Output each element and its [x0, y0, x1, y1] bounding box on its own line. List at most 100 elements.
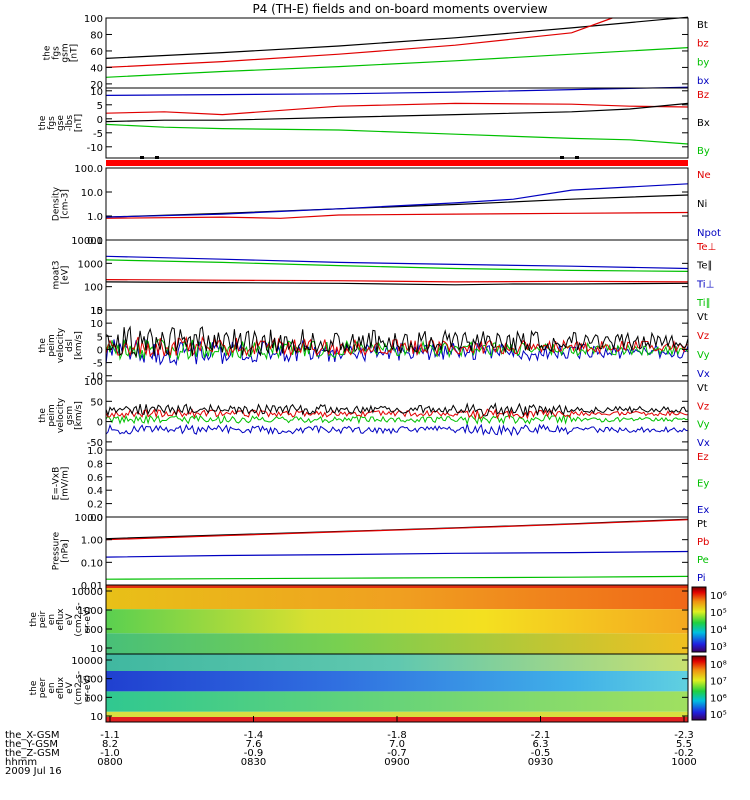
- y-axis-label-p2: the fgs gse -lbs [nT]: [38, 114, 84, 132]
- svg-text:[nT]: [nT]: [70, 44, 80, 62]
- x-tick-label: 0830: [241, 757, 266, 768]
- svg-text:eV: eV: [65, 613, 75, 626]
- y-axis-label-p9: the peir en eflux eV (cm2-s-sr-eV): [29, 602, 93, 636]
- legend-entry: Ex: [697, 505, 709, 516]
- series-Bx: [105, 102, 689, 123]
- y-axis-label-p4: moat3 [eV]: [52, 260, 71, 289]
- colorbar-label: 10³: [710, 642, 727, 653]
- legend-entry: Ti∥: [696, 298, 711, 309]
- spectrogram-p9: [106, 585, 688, 654]
- legend-entry: Ti⊥: [696, 279, 714, 290]
- svg-text:-lbs: -lbs: [65, 115, 75, 131]
- svg-text:Pressure: Pressure: [52, 531, 62, 570]
- trace-Vy: [106, 339, 688, 361]
- svg-text:[km/s]: [km/s]: [74, 401, 84, 430]
- y-tick-label: 10.0: [81, 188, 103, 199]
- panel-frame: [105, 516, 689, 586]
- panel-p8: 10.00 1.00 0.10 0.01 Pressure [nPa] Pt Pb Pe Pi: [52, 513, 710, 592]
- y-tick-label: 0.0: [87, 513, 103, 524]
- x-axis-row-label: 2009 Jul 16: [5, 766, 62, 777]
- legend-entry: Vz: [697, 401, 709, 412]
- y-tick-label: 0.6: [87, 473, 103, 484]
- legend-entry: Te∥: [696, 261, 713, 272]
- legend-p5: Vt Vz Vy Vx: [697, 312, 710, 380]
- series-Te⊥: [105, 279, 689, 283]
- y-axis-label-p1: the fgs gsm [nT]: [43, 43, 80, 62]
- svg-text:the: the: [29, 612, 39, 627]
- svg-text:[km/s]: [km/s]: [74, 331, 84, 360]
- legend-entry: Ne: [697, 170, 711, 181]
- colorbar-p9: 10⁶ 10⁵ 10⁴ 10³: [691, 586, 727, 653]
- legend-entry: bz: [697, 39, 709, 50]
- x-axis-row-label: the_Z-GSM: [5, 748, 60, 759]
- svg-text:en: en: [47, 682, 57, 693]
- panel-frame: [105, 87, 689, 159]
- y-tick-label: 0: [97, 115, 103, 126]
- y-tick-label: -50: [87, 438, 103, 449]
- legend-entry: Te⊥: [696, 242, 716, 253]
- y-tick-label: 10: [90, 87, 103, 98]
- x-tick-label: -1.1: [100, 730, 120, 741]
- status-mark: [155, 156, 159, 159]
- svg-text:dsl: dsl: [65, 339, 75, 352]
- svg-text:the: the: [38, 115, 48, 130]
- y-tick-label: 100: [84, 693, 103, 704]
- legend-entry: By: [697, 146, 710, 157]
- y-tick-label: 1.0: [87, 212, 103, 223]
- y-tick-label: 60: [90, 47, 103, 58]
- colorbar-label: 10⁶: [710, 693, 727, 704]
- series-Npot: [105, 183, 689, 218]
- trace-Vt: [106, 402, 688, 418]
- colorbar-label: 10⁴: [710, 625, 727, 636]
- y-tick-label: 5: [97, 101, 103, 112]
- series-Pt: [105, 518, 689, 540]
- y-tick-label: 10: [90, 306, 103, 317]
- svg-text:gsm: gsm: [65, 406, 75, 425]
- y-tick-label: 5: [97, 332, 103, 343]
- velocity-traces-p6: [106, 402, 688, 437]
- x-tick-label: 1000: [671, 757, 696, 768]
- y-tick-label: 50: [90, 397, 103, 408]
- svg-text:E=-VxB: E=-VxB: [52, 467, 62, 501]
- svg-text:[cm-3]: [cm-3]: [61, 189, 71, 219]
- legend-p1: Bt bz by bx: [697, 20, 709, 87]
- svg-text:en: en: [47, 614, 57, 625]
- svg-text:Density: Density: [52, 186, 62, 221]
- colorbar-label: 10⁶: [710, 591, 727, 602]
- y-tick-label: 20: [90, 80, 103, 91]
- svg-text:moat3: moat3: [52, 260, 62, 289]
- x-tick-label: -0.5: [531, 748, 551, 759]
- y-axis-label-p10: the peer en eflux eV (cm2-s-sr-eV): [29, 671, 93, 705]
- status-mark: [140, 156, 144, 159]
- svg-text:the: the: [38, 338, 48, 353]
- x-tick-label: 6.3: [533, 739, 549, 750]
- y-tick-label: 0.10: [81, 558, 103, 569]
- svg-text:the: the: [29, 680, 39, 695]
- x-tick-label: -2.3: [674, 730, 694, 741]
- svg-text:the: the: [43, 45, 53, 60]
- y-tick-label: 0: [97, 418, 103, 429]
- x-tick-label: -0.7: [387, 748, 407, 759]
- x-axis-row-label: hhmm: [5, 757, 37, 768]
- y-tick-label: 1.00: [81, 536, 103, 547]
- y-tick-label: 100: [84, 283, 103, 294]
- svg-text:sr-eV): sr-eV): [83, 606, 93, 632]
- trace-Vy: [106, 413, 688, 426]
- y-tick-label: 0.4: [87, 486, 103, 497]
- svg-text:fgs: fgs: [47, 116, 57, 130]
- svg-text:the: the: [38, 408, 48, 423]
- svg-text:peir: peir: [38, 610, 48, 628]
- x-tick-label: -2.1: [531, 730, 551, 741]
- y-tick-label: -5: [93, 129, 103, 140]
- x-tick-label: 8.2: [102, 739, 118, 750]
- x-tick-label: -0.9: [244, 748, 264, 759]
- y-tick-label: -10: [87, 143, 103, 154]
- series-Pe: [105, 575, 689, 580]
- y-tick-label: 10.00: [74, 513, 103, 524]
- series-Pi: [105, 550, 689, 558]
- y-tick-label: 1000: [78, 259, 103, 270]
- panel-p3: 100.0 10.0 1.0 0.1 Density [cm-3] Ne Ni Npot: [52, 164, 721, 247]
- trace-Vt: [106, 325, 688, 358]
